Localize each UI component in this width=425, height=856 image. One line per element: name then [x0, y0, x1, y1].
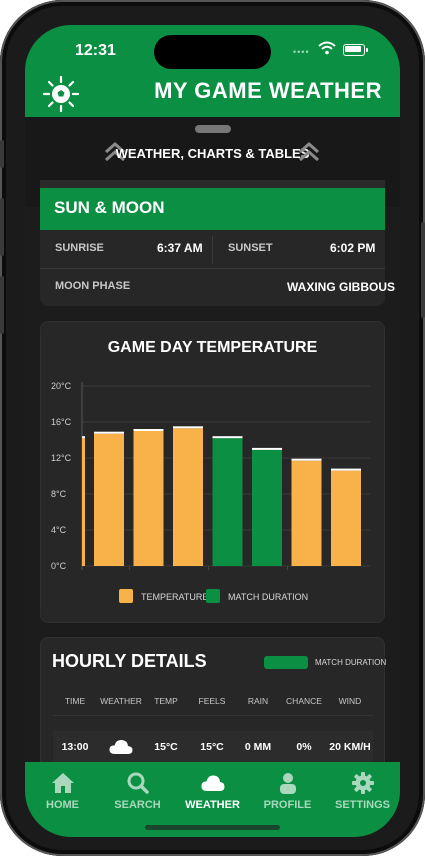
legend-match-swatch [206, 589, 220, 603]
soccer-sun-icon[interactable] [41, 75, 81, 113]
column-header-rain: RAIN [247, 696, 269, 706]
sheet-title: WEATHER, CHARTS & TABLES [115, 146, 310, 161]
signal-icon: •••• [293, 47, 310, 57]
status-bar: 12:31 •••• [25, 25, 400, 75]
tab-settings[interactable]: SETTINGS [325, 762, 400, 817]
sunrise-value: 6:37 AM [157, 241, 203, 255]
hourly-title: HOURLY DETAILS [52, 651, 207, 671]
tab-weather[interactable]: WEATHER [175, 762, 250, 817]
tab-profile[interactable]: PROFILE [250, 762, 325, 817]
row-time: 13:00 [61, 741, 89, 753]
column-header-chance: CHANCE [286, 696, 322, 706]
battery-icon [343, 44, 368, 56]
bar-top-marker [212, 436, 243, 439]
cloud-icon [109, 739, 133, 754]
match-duration-label: MATCH DURATION [315, 658, 387, 667]
sunset-label: SUNSET [228, 242, 273, 254]
column-header-wind: WIND [338, 696, 362, 706]
chevron-up-icon[interactable] [103, 141, 127, 163]
app-title: MY GAME WEATHER [154, 78, 382, 103]
table-row[interactable] [53, 731, 373, 765]
bar-top-marker [82, 436, 85, 439]
bar-top-marker [173, 426, 203, 429]
temperature-bar [291, 460, 322, 566]
tab-home-label: HOME [46, 799, 79, 811]
bar-top-marker [252, 447, 282, 450]
bar-top-marker [331, 468, 361, 471]
tab-bar: HOME SEARCH WEATHER PROFILE [25, 762, 400, 837]
column-header-time: TIME [64, 696, 86, 706]
status-time: 12:31 [75, 42, 116, 59]
temperature-chart: 20°C16°C12°C8°C4°C0°C14:0016:0018:00 [51, 381, 370, 570]
temperature-bar [133, 431, 164, 566]
y-tick-label: 12°C [51, 453, 72, 463]
y-tick-label: 20°C [51, 381, 72, 391]
tab-profile-label: PROFILE [263, 799, 312, 811]
temperature-bar [94, 433, 124, 566]
chart-title: GAME DAY TEMPERATURE [107, 339, 318, 356]
sunset-value: 6:02 PM [330, 241, 376, 255]
temperature-bar [212, 438, 243, 566]
legend-temperature-swatch [119, 589, 133, 603]
tab-search-label: SEARCH [114, 799, 161, 811]
bar-top-marker [94, 431, 124, 434]
match-duration-swatch [264, 656, 308, 669]
cloud-icon [201, 775, 225, 791]
temperature-bar [252, 449, 282, 566]
app-header: MY GAME WEATHER [25, 75, 400, 117]
person-icon [280, 773, 296, 794]
home-icon [52, 773, 74, 793]
column-header-weather: WEATHER [100, 696, 142, 706]
chevron-up-icon[interactable] [297, 141, 321, 163]
row-feels: 15°C [200, 741, 224, 753]
volume-up-button [0, 198, 4, 256]
y-tick-label: 8°C [51, 489, 67, 499]
home-indicator [145, 825, 280, 830]
sun-moon-header: SUN & MOON [40, 188, 385, 230]
mute-switch [0, 140, 4, 168]
temperature-bar [173, 428, 203, 566]
card-edge [40, 180, 385, 190]
power-button [421, 222, 425, 318]
wifi-icon [318, 41, 336, 55]
row-wind: 20 KM/H [329, 741, 371, 753]
row-temp: 15°C [154, 741, 178, 753]
bar-top-marker [291, 458, 322, 461]
temperature-bar [331, 470, 361, 566]
sunrise-label: SUNRISE [55, 242, 104, 254]
y-tick-label: 16°C [51, 417, 72, 427]
divider [212, 236, 213, 264]
column-header-feels: FEELS [198, 696, 226, 706]
dynamic-island [154, 35, 271, 69]
moon-phase-label: MOON PHASE [55, 280, 131, 292]
legend-match-label: MATCH DURATION [228, 592, 309, 602]
tab-weather-label: WEATHER [185, 799, 240, 811]
search-icon [127, 772, 149, 794]
row-rain: 0 MM [244, 741, 272, 753]
gear-icon [352, 772, 374, 794]
sun-times-row [40, 230, 385, 269]
legend-temperature-label: TEMPERATURE [141, 592, 209, 602]
moon-phase-value: WAXING GIBBOUS [287, 280, 396, 294]
volume-down-button [0, 276, 4, 334]
tab-home[interactable]: HOME [25, 762, 100, 817]
tab-settings-label: SETTINGS [334, 799, 390, 811]
bar-top-marker [133, 429, 164, 431]
y-tick-label: 0°C [51, 561, 67, 570]
header-divider [53, 715, 373, 716]
sun-moon-title: SUN & MOON [54, 198, 165, 217]
tab-search[interactable]: SEARCH [100, 762, 175, 817]
sheet-drag-handle[interactable] [195, 125, 231, 133]
y-tick-label: 4°C [51, 525, 67, 535]
screen: 12:31 •••• MY GAME WEATHER WEATHER, [25, 25, 400, 837]
column-header-temp: TEMP [154, 696, 178, 706]
temperature-bar [82, 438, 85, 566]
row-chance: 0% [296, 741, 312, 753]
